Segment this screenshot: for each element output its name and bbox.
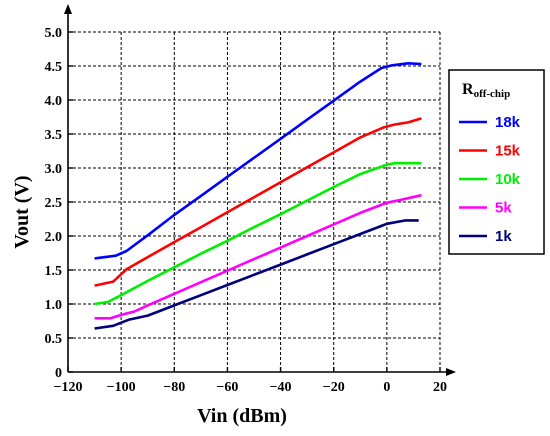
y-axis-arrow [64,4,72,14]
series-lines [94,61,422,330]
y-tick-label: 0 [55,366,62,381]
y-tick-label: 3.0 [45,162,63,177]
y-tick-label: 2.5 [45,196,63,211]
grid [68,31,441,372]
axes [64,4,456,376]
x-tick-label: −80 [163,380,185,395]
y-tick-label: 5.0 [45,26,63,41]
y-tick-label: 0.5 [45,332,63,347]
legend-title: Roff-chip [462,81,510,100]
x-tick-label: 0 [383,380,390,395]
series-line-1k [94,219,419,330]
y-tick-label: 3.5 [45,128,63,143]
y-tick-label: 4.5 [45,60,63,75]
series-line-18k [94,61,422,260]
legend-title-main: R [462,81,474,98]
legend-box [448,69,545,255]
x-axis-title: Vin (dBm) [197,405,287,427]
y-axis-title: Vout (V) [11,175,33,248]
y-tick-label: 2.0 [45,230,63,245]
legend-label-1k: 1k [495,228,512,245]
legend-label-10k: 10k [495,171,521,188]
series-line-10k [94,161,422,306]
x-axis-arrow [446,368,456,376]
x-tick-label: −40 [270,380,292,395]
legend-label-5k: 5k [495,200,512,217]
legend-items: 18k 15k 10k 5k 1k [459,114,521,245]
x-tick-label: 20 [433,380,447,395]
y-tick-label: 1.5 [45,264,63,279]
series-line-5k [94,193,422,320]
y-tick-label: 1.0 [45,298,63,313]
legend-title-sub: off-chip [474,88,511,100]
y-tick-label: 4.0 [45,94,63,109]
legend-label-15k: 15k [495,143,521,160]
y-tick-labels: 0 0.5 1.0 1.5 2.0 2.5 3.0 3.5 4.0 4.5 5.0 [45,26,63,381]
x-tick-label: −60 [216,380,238,395]
x-tick-label: −20 [323,380,345,395]
x-tick-label: −100 [107,380,136,395]
x-tick-labels: −120 −100 −80 −60 −40 −20 0 20 [54,380,447,395]
legend-label-18k: 18k [495,114,521,131]
x-tick-label: −120 [54,380,83,395]
legend: Roff-chip 18k 15k 10k 5k 1k [448,69,545,255]
series-line-15k [94,117,422,287]
